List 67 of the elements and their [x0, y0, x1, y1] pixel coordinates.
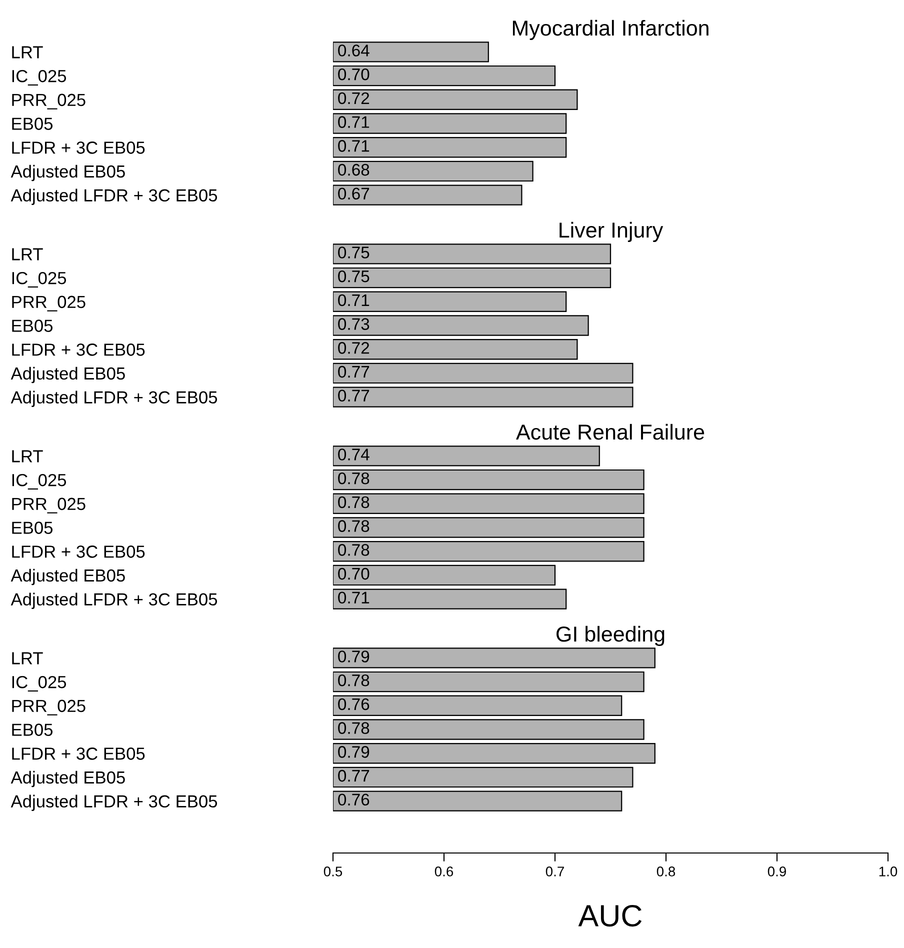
data-label: 0.77	[338, 366, 370, 378]
y-tick-label: PRR_025	[12, 94, 86, 110]
data-label: 0.64	[338, 44, 370, 56]
data-label: 0.71	[338, 140, 370, 152]
y-tick-label: LRT	[12, 46, 43, 58]
y-tick-label: LFDR + 3C EB05	[12, 546, 145, 558]
y-tick-label: IC_025	[12, 474, 66, 490]
y-tick-label: Adjusted EB05	[10, 366, 125, 384]
y-tick-label: EB05	[12, 522, 53, 534]
y-tick-label: IC_025	[12, 272, 66, 288]
y-tick-label: LFDR + 3C EB05	[12, 142, 145, 154]
data-label: 0.76	[338, 794, 370, 806]
data-label: 0.72	[338, 342, 370, 354]
chart-title: Acute Renal Failure	[516, 424, 704, 440]
y-tick-label: Adjusted EB05	[10, 164, 125, 182]
data-label: 0.79	[338, 650, 370, 662]
y-tick-label: IC_025	[12, 676, 66, 692]
x-tick-label: 0.7	[546, 866, 564, 876]
data-label: 0.77	[338, 770, 370, 782]
y-tick-label: Adjusted LFDR + 3C EB05	[10, 390, 218, 407]
y-tick-label: Adjusted LFDR + 3C EB05	[10, 188, 218, 205]
y-tick-label: PRR_025	[12, 498, 86, 514]
data-label: 0.75	[338, 270, 370, 282]
data-label: 0.71	[338, 116, 370, 128]
y-tick-label: EB05	[12, 724, 53, 736]
data-label: 0.70	[338, 568, 370, 580]
chart-title: Myocardial Infarction	[512, 20, 708, 40]
x-tick-label: 0.9	[768, 866, 786, 876]
data-label: 0.72	[338, 92, 370, 104]
data-label: 0.78	[338, 722, 370, 734]
data-label: 0.73	[338, 318, 370, 330]
data-label: 0.78	[338, 674, 370, 686]
y-tick-label: LRT	[12, 450, 43, 462]
y-tick-label: PRR_025	[12, 700, 86, 716]
data-label: 0.79	[338, 746, 370, 758]
data-label: 0.78	[338, 520, 370, 532]
x-tick-label: 0.5	[324, 866, 342, 876]
data-label: 0.78	[338, 472, 370, 484]
x-axis-title: AUC	[578, 904, 642, 927]
data-label: 0.74	[338, 448, 370, 460]
data-label: 0.67	[338, 188, 370, 200]
y-tick-label: LFDR + 3C EB05	[12, 748, 145, 760]
data-label: 0.76	[338, 698, 370, 710]
y-tick-label: Adjusted LFDR + 3C EB05	[10, 592, 218, 609]
chart-title: Liver Injury	[560, 222, 664, 242]
y-tick-label: IC_025	[12, 70, 66, 86]
y-tick-label: Adjusted EB05	[10, 568, 125, 586]
data-label: 0.68	[338, 164, 370, 176]
y-tick-label: EB05	[12, 118, 53, 130]
y-tick-label: LFDR + 3C EB05	[12, 344, 145, 356]
x-tick-label: 0.6	[434, 866, 454, 876]
chart-title: GI bleeding	[556, 626, 664, 646]
data-label: 0.78	[338, 544, 370, 556]
y-tick-label: Adjusted LFDR + 3C EB05	[10, 794, 218, 811]
data-label: 0.77	[338, 390, 370, 402]
data-label: 0.75	[338, 246, 370, 258]
y-tick-label: Adjusted EB05	[10, 770, 125, 788]
x-tick-label: 0.8	[656, 866, 676, 876]
y-tick-label: PRR_025	[12, 296, 86, 312]
data-label: 0.78	[338, 496, 370, 508]
data-label: 0.71	[338, 294, 370, 306]
data-label: 0.71	[338, 592, 370, 604]
y-tick-label: EB05	[12, 320, 53, 332]
y-tick-label: LRT	[12, 248, 43, 260]
data-label: 0.70	[338, 68, 370, 80]
x-tick-label: 1.0	[879, 866, 898, 876]
y-tick-label: LRT	[12, 652, 43, 664]
